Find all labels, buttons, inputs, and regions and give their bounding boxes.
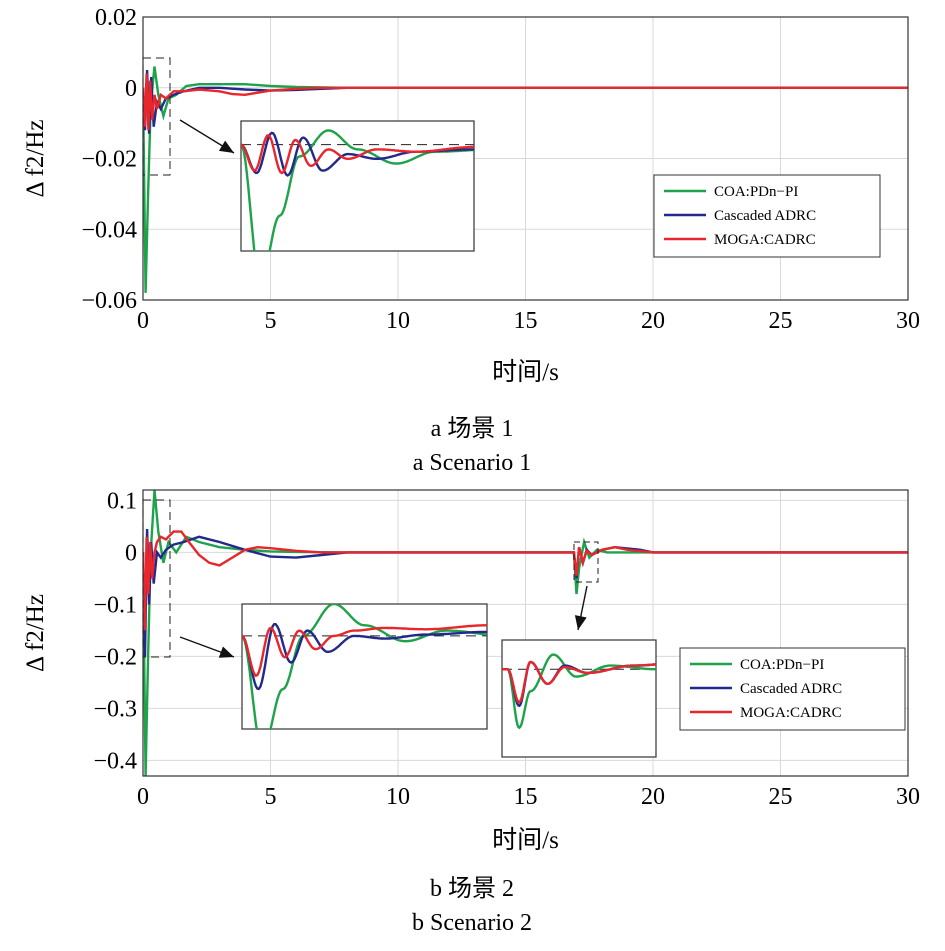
legend-label: Cascaded ADRC xyxy=(714,208,816,224)
x-tick-label: 0 xyxy=(137,784,149,810)
y-tick-label: 0.02 xyxy=(95,5,137,31)
y-tick-label: 0.1 xyxy=(107,488,137,514)
chart-2: 0 5 10 15 20 25 30 0.1 0 −0.1 −0.2 −0.3 −0.4 时间/s Δ f2… xyxy=(22,488,920,936)
x-tick-label: 5 xyxy=(265,308,277,334)
zoom-region-box xyxy=(142,499,171,658)
legend-label: COA:PDn−PI xyxy=(714,184,798,200)
series-line-3 xyxy=(143,530,908,631)
inset-series-3 xyxy=(242,624,487,678)
zoom-arrow-head xyxy=(218,140,234,153)
caption-cn: b 场景 2 xyxy=(430,876,514,902)
inset-zoom-2 xyxy=(241,603,488,730)
caption-en: b Scenario 2 xyxy=(412,910,532,936)
y-tick-label: −0.3 xyxy=(93,696,137,722)
y-tick-label: 0 xyxy=(125,76,137,102)
inset-zoom-2-b xyxy=(501,639,657,758)
y-axis-label: Δ f2/Hz xyxy=(22,594,49,672)
legend-label: MOGA:CADRC xyxy=(740,705,842,721)
x-tick-label: 10 xyxy=(386,784,410,810)
legend: COA:PDn−PI Cascaded ADRC MOGA:CADRC xyxy=(679,647,906,731)
x-tick-label: 15 xyxy=(514,308,538,334)
legend: COA:PDn−PI Cascaded ADRC MOGA:CADRC xyxy=(653,174,881,258)
y-tick-label: −0.4 xyxy=(93,748,137,774)
legend-label: COA:PDn−PI xyxy=(740,657,824,673)
legend-label: Cascaded ADRC xyxy=(740,681,842,697)
y-axis-label: Δ f2/Hz xyxy=(22,120,49,198)
caption-en: a Scenario 1 xyxy=(413,450,532,476)
x-tick-label: 15 xyxy=(514,784,538,810)
x-tick-label: 0 xyxy=(137,308,149,334)
x-tick-label: 10 xyxy=(386,308,410,334)
zoom-region-box-2 xyxy=(573,541,599,583)
x-tick-label: 30 xyxy=(896,784,920,810)
x-tick-label: 25 xyxy=(769,784,793,810)
legend-label: MOGA:CADRC xyxy=(714,232,816,248)
x-axis-label: 时间/s xyxy=(492,826,559,854)
inset-series-3 xyxy=(502,660,656,704)
inset-series-3 xyxy=(241,133,474,175)
chart-1: 0 5 10 15 20 25 30 0.02 0 −0.02 −0.04 −0.06 时间/s Δ f2… xyxy=(22,5,920,476)
x-tick-label: 5 xyxy=(265,784,277,810)
caption-cn: a 场景 1 xyxy=(431,416,514,442)
inset-series-1 xyxy=(242,604,487,729)
zoom-arrow-head xyxy=(218,646,234,658)
inset-zoom-1 xyxy=(240,120,475,252)
inset-series-1 xyxy=(502,653,656,730)
y-tick-label: −0.04 xyxy=(81,217,137,243)
y-tick-label: −0.06 xyxy=(81,288,137,314)
zoom-arrow-head-2 xyxy=(574,615,587,630)
y-tick-label: −0.1 xyxy=(93,592,137,618)
y-tick-label: −0.02 xyxy=(81,147,137,173)
x-tick-label: 25 xyxy=(769,308,793,334)
x-tick-label: 20 xyxy=(641,784,665,810)
x-tick-label: 20 xyxy=(641,308,665,334)
zoom-region-box xyxy=(142,57,171,176)
x-tick-label: 30 xyxy=(896,308,920,334)
inset-series-2 xyxy=(242,622,487,691)
x-axis-label: 时间/s xyxy=(492,358,559,386)
y-tick-label: −0.2 xyxy=(93,644,137,670)
y-tick-label: 0 xyxy=(125,540,137,566)
series-line-3 xyxy=(143,73,908,131)
